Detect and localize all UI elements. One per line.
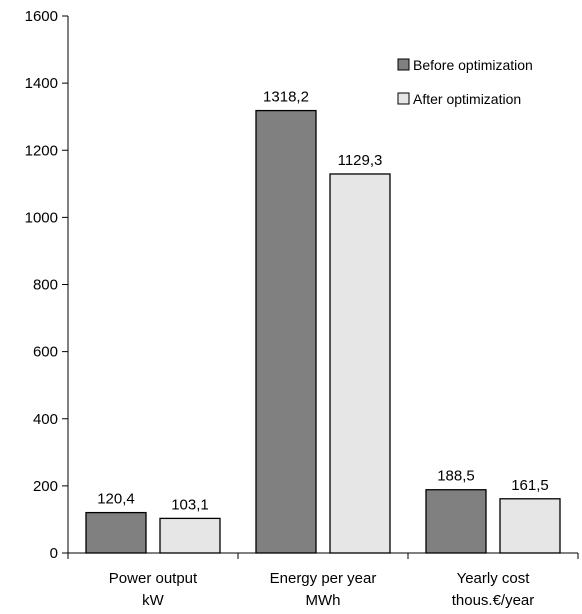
bar-value-label: 1318,2 — [263, 89, 309, 106]
x-category-label: thous.€/year — [452, 592, 535, 609]
x-category-label: Yearly cost — [457, 570, 531, 587]
legend-swatch — [397, 92, 410, 105]
bar-value-label: 103,1 — [171, 496, 209, 513]
y-tick-label: 1400 — [25, 75, 58, 92]
x-category-label: MWh — [306, 592, 341, 609]
bar — [425, 489, 487, 554]
y-tick-label: 1200 — [25, 142, 58, 159]
bar-value-label: 188,5 — [437, 468, 475, 485]
y-tick-label: 1600 — [25, 8, 58, 25]
data-labels: 120,4 103,1 1318,2 1129,3 188,5 161,5 — [97, 89, 549, 514]
y-tick-label: 200 — [33, 478, 58, 495]
x-category-label: Energy per year — [270, 570, 377, 587]
legend: Before optimization After optimization — [397, 57, 533, 107]
legend-label: Before optimization — [413, 57, 533, 73]
bar — [255, 109, 317, 554]
bar-value-label: 120,4 — [97, 491, 135, 508]
y-axis: 0 200 400 600 800 1000 1200 1400 1600 — [25, 8, 69, 562]
y-tick-label: 400 — [33, 411, 58, 428]
y-tick-label: 1000 — [25, 209, 58, 226]
bar — [85, 511, 147, 554]
legend-label: After optimization — [413, 91, 521, 107]
y-tick-label: 600 — [33, 344, 58, 361]
bar — [499, 498, 561, 554]
x-category-label: kW — [142, 592, 165, 609]
bar — [159, 517, 221, 554]
bars — [85, 109, 561, 554]
x-axis: Power output kW Energy per year MWh Yearly c… — [67, 552, 579, 609]
x-category-label: Power output — [109, 570, 198, 587]
bar-value-label: 1129,3 — [338, 152, 383, 169]
bar — [329, 173, 391, 554]
y-tick-label: 0 — [50, 545, 58, 562]
y-tick-label: 800 — [33, 277, 58, 294]
legend-swatch — [397, 58, 410, 71]
bar-value-label: 161,5 — [511, 477, 549, 494]
